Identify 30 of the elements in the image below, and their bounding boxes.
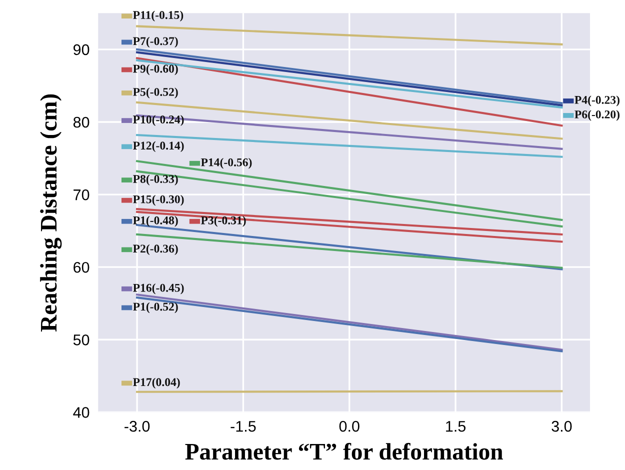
x-tick-label: -3.0 — [124, 420, 150, 432]
legend-label: P10(-0.24) — [133, 115, 184, 126]
legend-label: P8(-0.33) — [133, 174, 178, 186]
y-tick-label: 50 — [73, 334, 90, 346]
y-tick-label: 70 — [74, 189, 90, 200]
legend-label: P2(-0.36) — [133, 244, 178, 256]
legend-label: P9(-0.60) — [133, 64, 178, 76]
legend-label: P1(-0.48) — [133, 216, 178, 227]
y-tick-label: 40 — [73, 407, 90, 418]
x-axis-title: Parameter “T” for deformation — [185, 442, 503, 460]
y-tick-label: 60 — [74, 262, 90, 273]
legend-label: P11(-0.15) — [133, 10, 184, 22]
legend-label: P17(0.04) — [133, 378, 180, 389]
legend-label: P4(-0.23) — [574, 96, 620, 106]
legend-label: P6(-0.20) — [574, 110, 620, 121]
x-tick-label: 0.0 — [339, 420, 360, 432]
x-tick-label: 3.0 — [552, 420, 572, 432]
legend-label: P15(-0.30) — [133, 194, 184, 206]
legend-label: P3(-0.31) — [200, 216, 246, 227]
x-tick-label: -1.5 — [230, 421, 256, 432]
legend-label: P14(-0.56) — [200, 158, 252, 169]
y-tick-label: 90 — [74, 44, 90, 56]
legend-label: P7(-0.37) — [133, 36, 178, 48]
legend-label: P16(-0.45) — [133, 284, 184, 294]
y-tick-label: 80 — [73, 116, 90, 128]
legend-label: P1(-0.52) — [133, 302, 178, 314]
y-axis-title: Reaching Distance (cm) — [40, 94, 62, 332]
legend-label: P5(-0.52) — [133, 88, 178, 98]
x-tick-label: 1.5 — [446, 421, 466, 432]
legend-label: P12(-0.14) — [133, 141, 184, 152]
